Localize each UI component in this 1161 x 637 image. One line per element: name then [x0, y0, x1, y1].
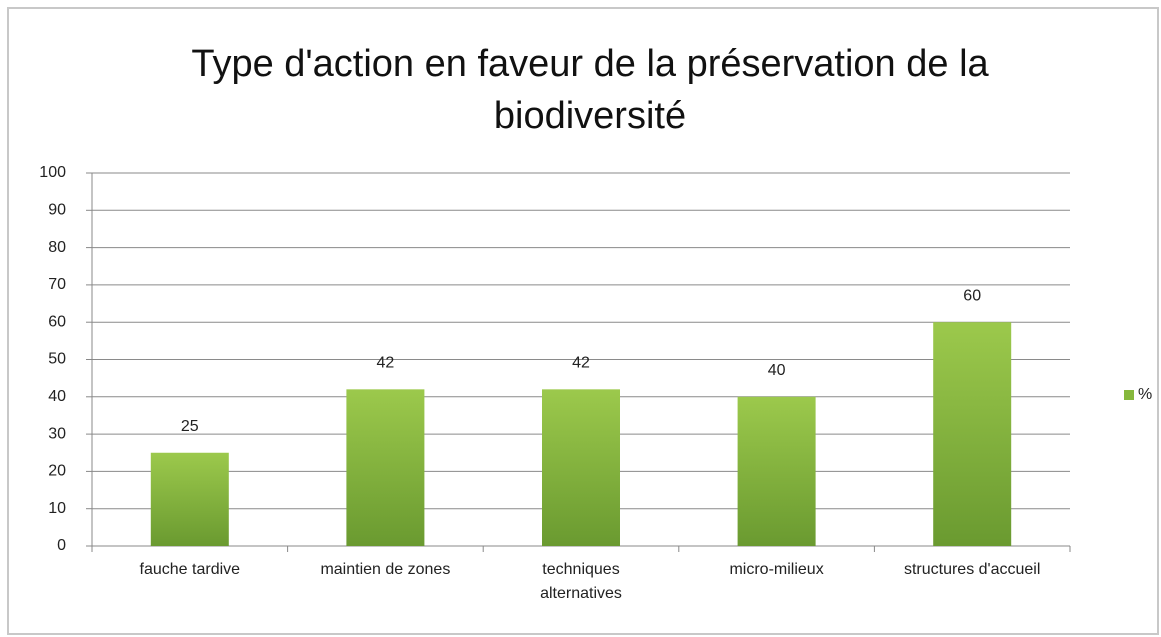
y-tick-label: 0 [57, 537, 66, 554]
chart-title: Type d'action en faveur de la préservati… [191, 43, 989, 137]
data-label: 42 [572, 355, 590, 372]
bar [150, 452, 229, 546]
y-tick-label: 20 [48, 463, 66, 480]
y-tick-label: 40 [48, 388, 66, 405]
x-tick-label: techniques alternatives [540, 561, 622, 602]
x-tick-label: micro-milieux [729, 561, 824, 578]
bar [346, 389, 425, 546]
legend-label: % [1138, 386, 1152, 403]
legend-swatch [1124, 390, 1134, 400]
bar [542, 389, 620, 546]
x-tick-label: fauche tardive [139, 561, 241, 578]
y-tick-label: 100 [39, 164, 66, 181]
data-label: 25 [181, 418, 199, 435]
data-label: 42 [377, 355, 395, 372]
y-tick-label: 70 [48, 276, 66, 293]
y-tick-label: 10 [48, 500, 66, 517]
y-tick-label: 80 [48, 239, 66, 256]
data-label: 40 [768, 362, 786, 379]
x-tick-label: structures d'accueil [903, 561, 1041, 578]
data-label: 60 [963, 287, 981, 304]
y-tick-label: 90 [48, 202, 66, 219]
x-tick-label: maintien de zones [320, 561, 451, 578]
y-tick-label: 30 [48, 425, 66, 442]
y-tick-label: 60 [48, 313, 66, 330]
y-tick-label: 50 [48, 351, 66, 368]
bar [933, 322, 1012, 546]
bar [737, 396, 816, 546]
